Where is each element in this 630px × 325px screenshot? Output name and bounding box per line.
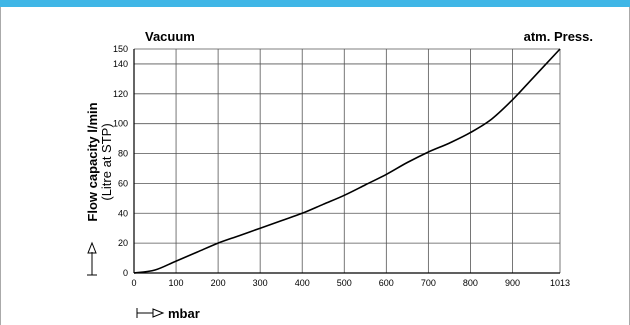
y-tick-label-80: 80	[118, 149, 128, 159]
y-tick-label-100: 100	[113, 119, 128, 129]
y-tick-label-150: 150	[113, 44, 128, 54]
x-axis-arrow	[136, 308, 165, 318]
x-tick-label-500: 500	[337, 278, 352, 288]
flow-curve-line	[133, 48, 561, 274]
x-tick-label-700: 700	[421, 278, 436, 288]
y-tick-label-140: 140	[113, 59, 128, 69]
tick-labels: 0 100 200 300 400 500 600 700 800 900 1013 0 20 40 60 8…	[113, 44, 570, 288]
x-tick-label-1013: 1013	[550, 278, 570, 288]
x-tick-label-800: 800	[463, 278, 478, 288]
frame-left-border	[0, 7, 1, 325]
x-tick-label-400: 400	[295, 278, 310, 288]
y-tick-label-60: 60	[118, 178, 128, 188]
axes	[133, 49, 560, 274]
grid	[134, 48, 561, 273]
y-tick-label-120: 120	[113, 89, 128, 99]
top-accent-bar	[0, 0, 630, 7]
x-axis-label: mbar	[168, 306, 200, 321]
y-tick-label-20: 20	[118, 238, 128, 248]
x-tick-label-300: 300	[253, 278, 268, 288]
y-tick-label-0: 0	[123, 268, 128, 278]
x-tick-label-0: 0	[131, 278, 136, 288]
x-tick-label-200: 200	[211, 278, 226, 288]
x-tick-label-900: 900	[505, 278, 520, 288]
title-atm-press: atm. Press.	[524, 29, 593, 44]
y-tick-label-40: 40	[118, 208, 128, 218]
title-vacuum: Vacuum	[145, 29, 195, 44]
x-tick-label-100: 100	[169, 278, 184, 288]
y-axis-label-main: Flow capacity l/min	[85, 102, 100, 221]
x-tick-label-600: 600	[379, 278, 394, 288]
y-axis-arrow	[87, 241, 97, 276]
y-axis-label-sub: (Litre at STP)	[99, 123, 114, 200]
